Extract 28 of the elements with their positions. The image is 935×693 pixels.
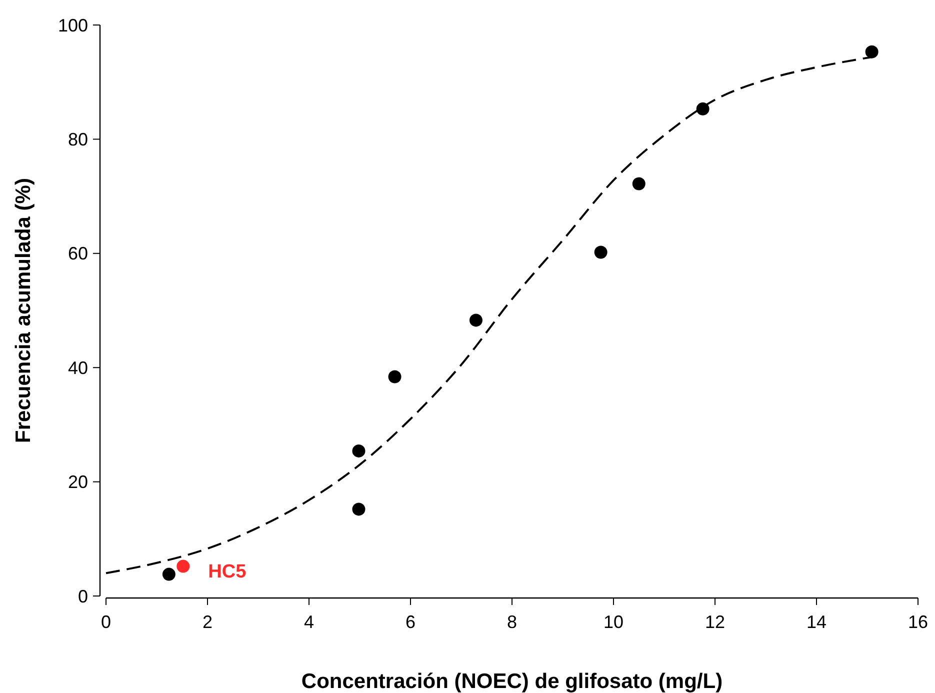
point [632, 177, 646, 190]
y-tick-label: 80 [68, 130, 88, 150]
point [388, 370, 402, 384]
point [696, 102, 710, 116]
x-tick-label: 4 [304, 612, 314, 632]
point [352, 444, 366, 458]
point [162, 568, 176, 581]
y-tick-label: 20 [68, 472, 88, 492]
y-tick-label: 60 [68, 244, 88, 264]
y-axis-title: Frecuencia acumulada (%) [12, 178, 35, 443]
x-tick-label: 6 [405, 612, 416, 632]
y-tick-label: 0 [78, 586, 88, 606]
x-tick-label: 0 [100, 612, 112, 632]
x-tick-label: 14 [806, 612, 827, 632]
point [352, 502, 366, 516]
point [594, 246, 608, 259]
annotation: HC5 [208, 562, 247, 583]
x-axis-title: Concentración (NOEC) de glifosato (mg/L) [301, 670, 723, 693]
y-tick-label: 40 [68, 358, 88, 378]
x-tick-label: 16 [908, 612, 928, 632]
x-tick-label: 2 [202, 612, 213, 632]
point [176, 560, 190, 573]
x-tick-label: 8 [506, 612, 518, 632]
x-tick-label: 12 [704, 612, 726, 632]
point [865, 45, 878, 58]
point [469, 314, 482, 327]
y-tick-label: 100 [58, 15, 88, 36]
x-tick-label: 10 [603, 612, 624, 632]
